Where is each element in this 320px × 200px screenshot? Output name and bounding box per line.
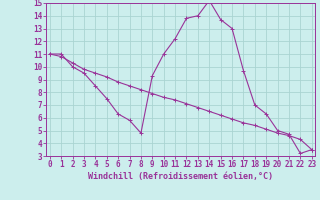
- X-axis label: Windchill (Refroidissement éolien,°C): Windchill (Refroidissement éolien,°C): [88, 172, 273, 181]
